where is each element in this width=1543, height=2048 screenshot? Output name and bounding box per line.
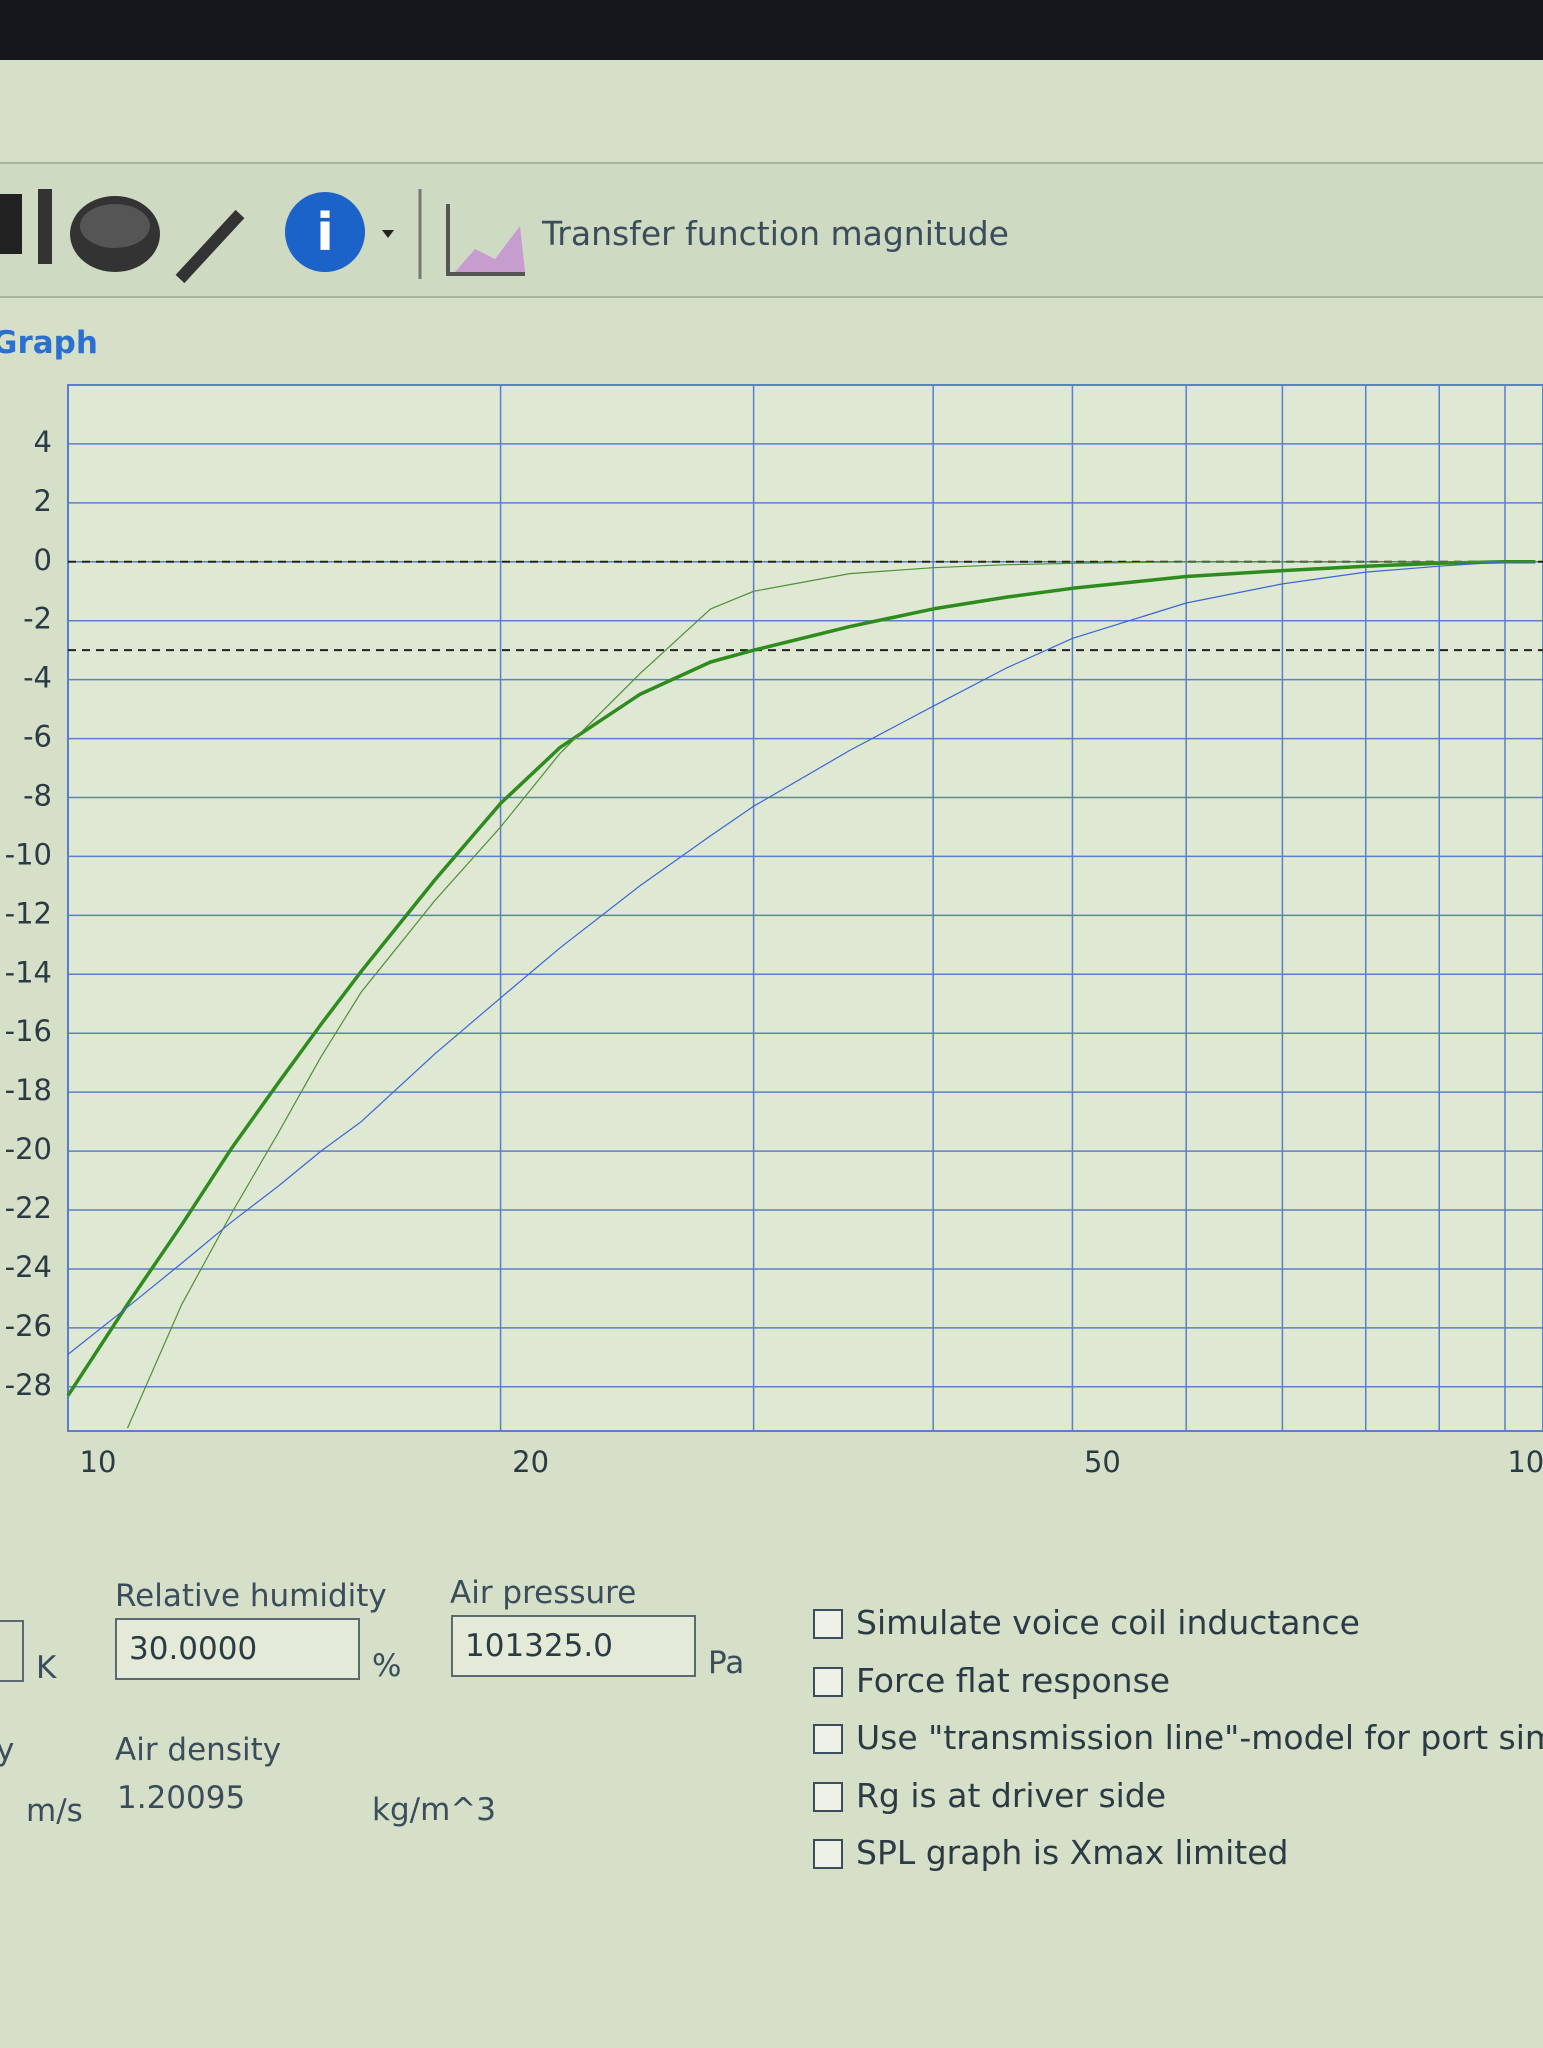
y-tick-label: -4: [23, 661, 52, 695]
y-tick-label: -22: [5, 1191, 52, 1225]
checkbox[interactable]: [813, 1666, 843, 1697]
series-line: [67, 561, 1536, 1355]
checkbox-label[interactable]: Use "transmission line"-model for port s…: [856, 1718, 1543, 1757]
y-tick-label: -2: [23, 602, 52, 636]
x-tick-label: 50: [1084, 1445, 1121, 1479]
x-tick-label: 10: [80, 1445, 117, 1479]
icon-tools[interactable]: [175, 209, 245, 284]
y-tick-label: -6: [23, 720, 52, 754]
x-tick-label: 100: [1507, 1445, 1543, 1479]
checkbox[interactable]: [813, 1781, 843, 1812]
y-tick-label: -16: [5, 1014, 52, 1048]
section-label: Graph: [0, 325, 98, 361]
unit: %: [372, 1648, 402, 1684]
y-tick-label: -12: [5, 896, 52, 930]
checkbox-label[interactable]: Simulate voice coil inductance: [856, 1603, 1360, 1642]
top-bezel: [0, 0, 1543, 60]
y-tick-label: -20: [5, 1132, 52, 1166]
y-tick-label: 4: [34, 425, 52, 459]
series-line: [66, 560, 1536, 1397]
y-tick-label: 2: [34, 484, 52, 518]
chart: 420-2-4-6-8-10-12-14-16-18-20-22-24-26-2…: [5, 384, 1543, 1479]
plot-area: [67, 384, 1543, 1432]
field-label: Relative humidity: [115, 1578, 387, 1614]
unit: kg/m^3: [372, 1792, 496, 1828]
y-tick-label: -8: [23, 779, 52, 813]
density-value: 1.20095: [117, 1780, 246, 1816]
humidity-input[interactable]: 30.0000: [115, 1618, 360, 1680]
icon-box[interactable]: [0, 194, 22, 254]
field-label: Air density: [115, 1732, 282, 1768]
toolbar-icons: i: [0, 189, 525, 284]
y-tick-label: -18: [5, 1073, 52, 1107]
checkbox-label[interactable]: Rg is at driver side: [856, 1775, 1167, 1815]
y-tick-label: -14: [5, 955, 52, 989]
series-line: [126, 561, 1536, 1429]
temperature-input[interactable]: [0, 1620, 24, 1682]
field-label: y: [0, 1732, 15, 1768]
y-tick-label: -10: [5, 837, 52, 871]
pressure-input[interactable]: 101325.0: [451, 1615, 696, 1677]
checkbox[interactable]: [813, 1724, 843, 1754]
checkbox[interactable]: [813, 1609, 843, 1639]
unit: K: [36, 1650, 57, 1686]
y-tick-label: -26: [5, 1309, 52, 1343]
toolbar: i Transfer function magnitude: [0, 162, 1543, 298]
svg-text:i: i: [316, 203, 334, 263]
unit: Pa: [708, 1645, 745, 1681]
y-tick-label: 0: [34, 543, 52, 577]
x-tick-label: 20: [512, 1445, 549, 1479]
unit: m/s: [26, 1793, 83, 1829]
checkbox[interactable]: [813, 1839, 843, 1869]
icon-info[interactable]: [285, 192, 365, 272]
y-tick-label: -24: [5, 1250, 52, 1284]
graph-title: Transfer function magnitude: [542, 214, 1009, 253]
checkbox-label[interactable]: SPL graph is Xmax limited: [856, 1833, 1289, 1872]
icon-graph[interactable]: [446, 204, 525, 276]
separator: [38, 189, 52, 264]
checkbox-label[interactable]: Force flat response: [856, 1660, 1171, 1700]
field-label: Air pressure: [450, 1575, 637, 1611]
y-tick-label: -28: [5, 1368, 52, 1402]
